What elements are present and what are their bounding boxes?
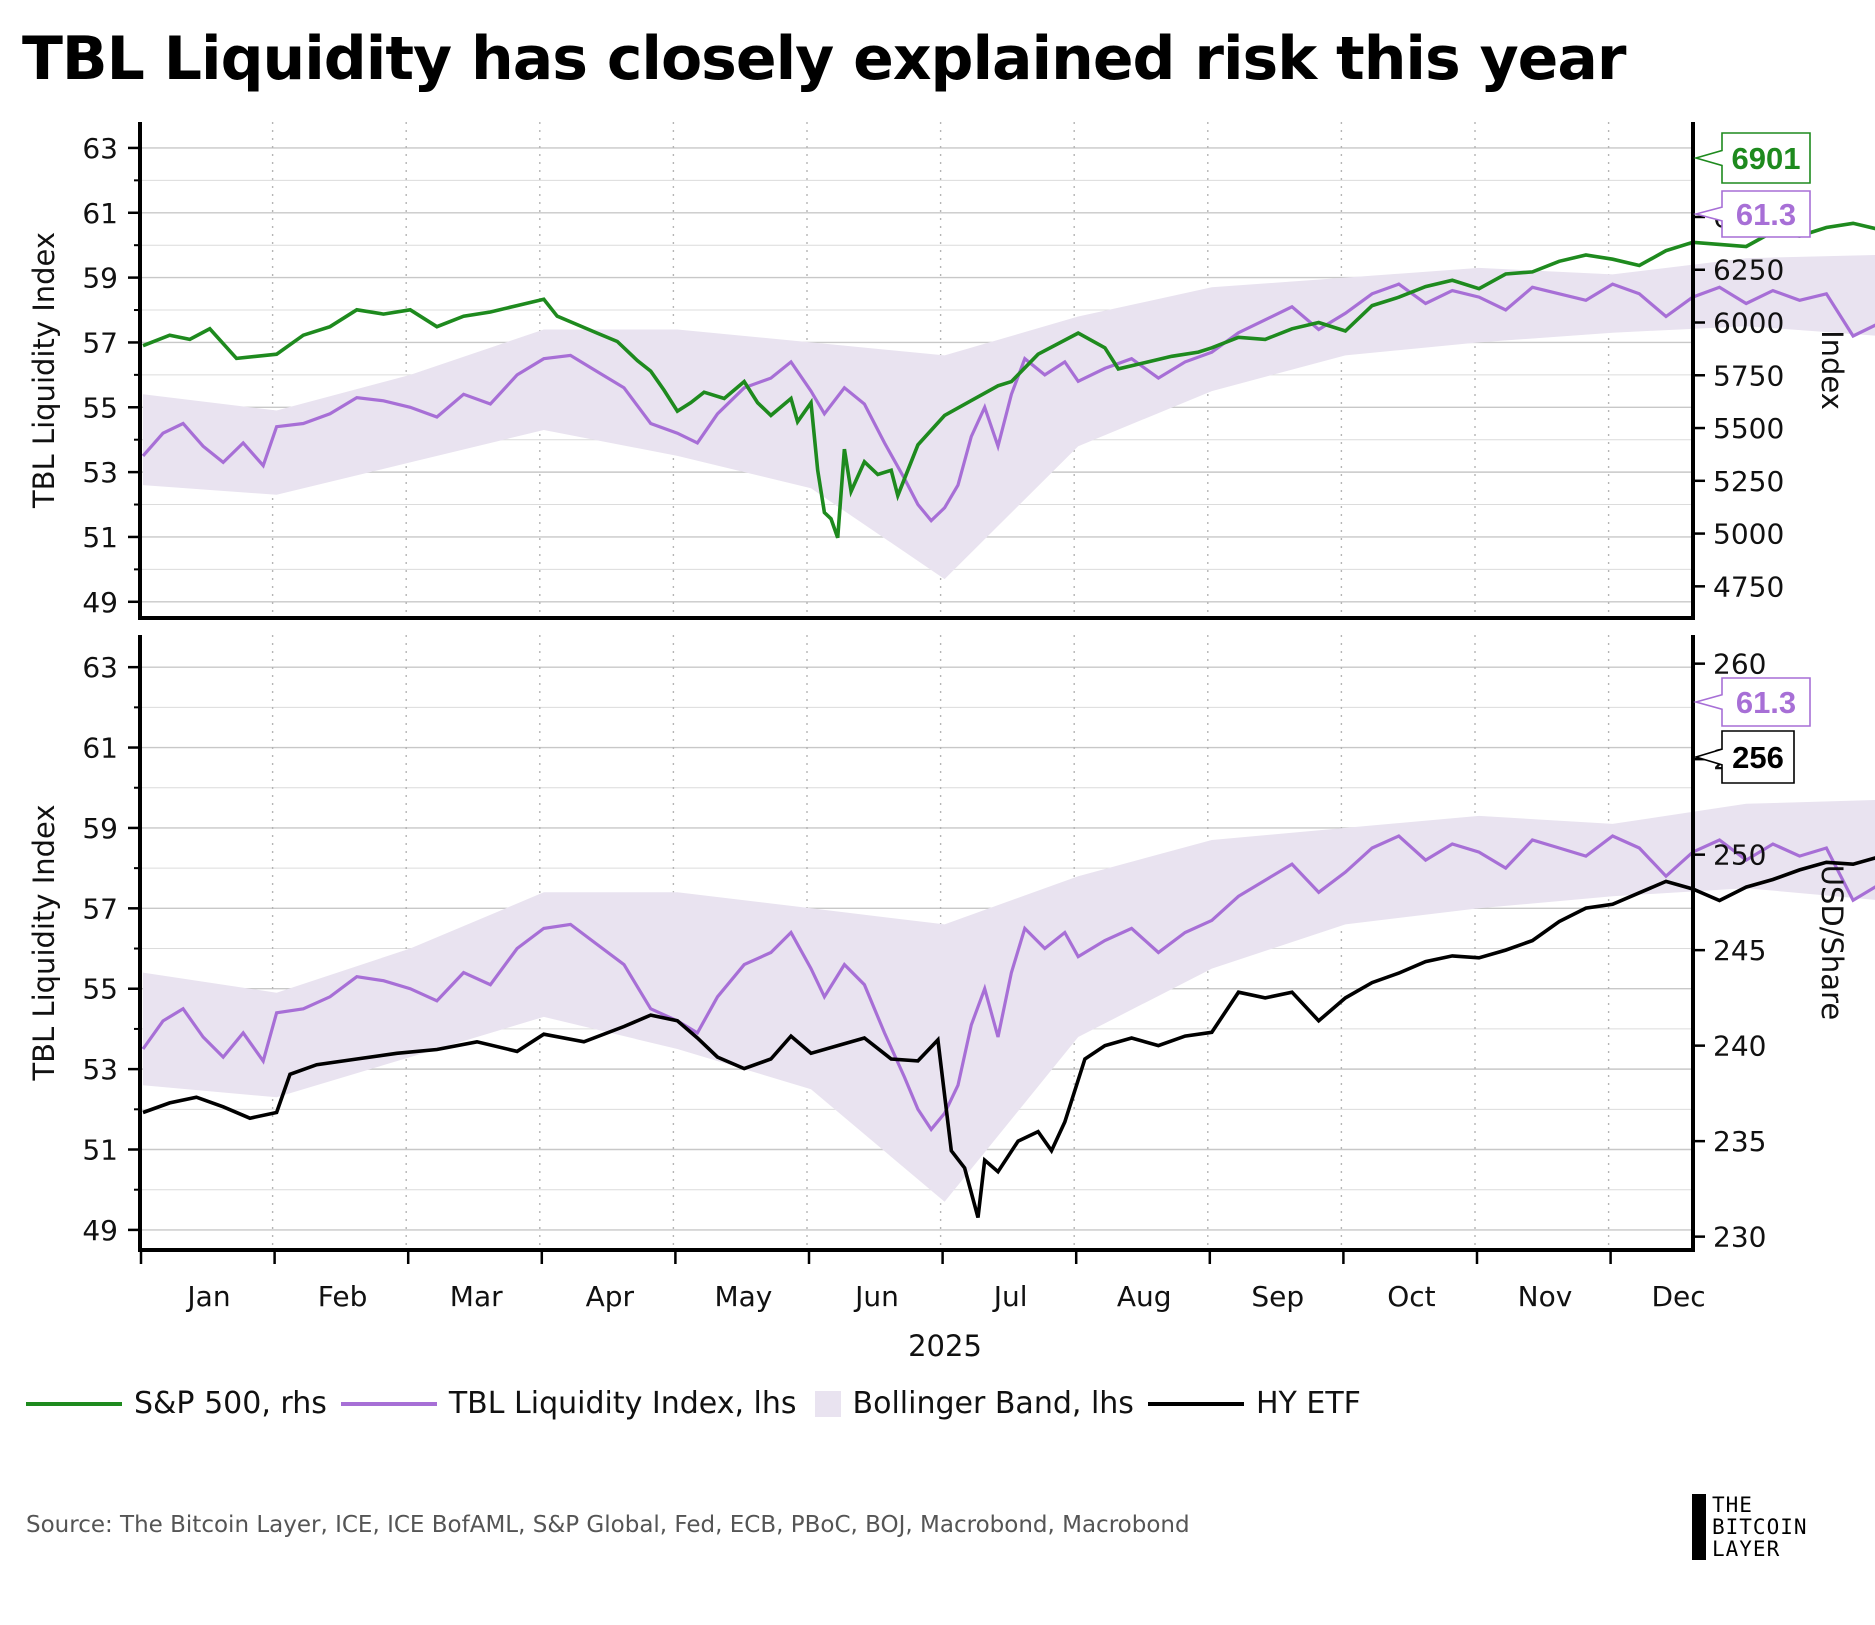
legend-swatch-band xyxy=(814,1390,841,1417)
right-tick-label: 240 xyxy=(1713,1030,1766,1063)
bottom-tick-labels: 6361595755535149260255250245240235230Jan… xyxy=(82,648,1766,1313)
left-tick-label: 61 xyxy=(82,197,118,230)
legend-item-liquidity: TBL Liquidity Index, lhs xyxy=(340,1386,797,1421)
left-tick-label: 55 xyxy=(82,391,118,424)
legend-swatch-sp500 xyxy=(26,1401,122,1406)
legend: S&P 500, rhs TBL Liquidity Index, lhs Bo… xyxy=(26,1386,1375,1421)
right-tick-label: 245 xyxy=(1713,934,1766,967)
left-tick-label: 55 xyxy=(82,973,118,1006)
x-tick-label-mar: Mar xyxy=(450,1280,503,1313)
bottom-left-axis-label: TBL Liquidity Index xyxy=(27,804,61,1081)
legend-item-sp500: S&P 500, rhs xyxy=(26,1386,327,1421)
top-right-axis-label: Index xyxy=(1815,330,1849,410)
bitcoin-layer-logo: THE BITCOIN LAYER xyxy=(1692,1494,1808,1560)
left-tick-label: 59 xyxy=(82,812,118,845)
x-tick-label-aug: Aug xyxy=(1117,1280,1172,1313)
legend-label-hy: HY ETF xyxy=(1255,1386,1361,1421)
right-tick-label: 6000 xyxy=(1713,307,1784,340)
callout-sp500-value: 6901 xyxy=(1732,141,1801,176)
top-callouts: 6901 61.3 xyxy=(1692,132,1811,238)
x-tick-label-jun: Jun xyxy=(853,1280,899,1313)
bottom-axes xyxy=(128,635,1705,1264)
callout-top-liquidity-box xyxy=(1692,190,1811,238)
bottom-callouts: 61.3 256 xyxy=(1693,677,1811,784)
top-axes xyxy=(128,122,1705,620)
bottom-panel: 6361595755535149260255250245240235230Jan… xyxy=(27,635,1875,1363)
logo-wordmark: THE BITCOIN LAYER xyxy=(1712,1494,1808,1560)
legend-label-sp500: S&P 500, rhs xyxy=(134,1386,327,1421)
x-tick-label-apr: Apr xyxy=(586,1280,635,1313)
logo-line-1: THE xyxy=(1712,1493,1753,1517)
top-bollinger-band xyxy=(143,255,1875,580)
bottom-bollinger-band xyxy=(143,799,1875,1202)
right-tick-label: 5250 xyxy=(1713,465,1784,498)
left-tick-label: 57 xyxy=(82,326,118,359)
x-tick-label-feb: Feb xyxy=(318,1280,368,1313)
left-tick-label: 59 xyxy=(82,262,118,295)
left-tick-label: 61 xyxy=(82,732,118,765)
logo-bar-icon xyxy=(1692,1494,1706,1560)
left-tick-label: 51 xyxy=(82,521,118,554)
x-tick-label-sep: Sep xyxy=(1251,1280,1304,1313)
x-tick-label-dec: Dec xyxy=(1652,1280,1706,1313)
x-tick-label-jul: Jul xyxy=(992,1280,1028,1313)
legend-item-hy: HY ETF xyxy=(1147,1386,1361,1421)
right-tick-label: 4750 xyxy=(1713,570,1784,603)
left-tick-label: 63 xyxy=(82,651,118,684)
legend-item-band: Bollinger Band, lhs xyxy=(811,1386,1134,1421)
top-panel: 6361595755535149650062506000575055005250… xyxy=(27,122,1875,620)
legend-swatch-liquidity xyxy=(340,1401,437,1406)
callout-sp500-box xyxy=(1693,132,1811,184)
right-tick-label: 5750 xyxy=(1713,359,1784,392)
callout-bottom-liquidity-box xyxy=(1693,677,1811,727)
callout-hy-box xyxy=(1693,730,1795,784)
right-tick-label: 260 xyxy=(1713,648,1766,681)
right-tick-label: 5000 xyxy=(1713,518,1784,551)
left-tick-label: 49 xyxy=(82,1214,118,1247)
right-tick-label: 230 xyxy=(1713,1221,1766,1254)
top-left-axis-label: TBL Liquidity Index xyxy=(27,232,61,509)
x-tick-label-jan: Jan xyxy=(185,1280,230,1313)
logo-line-3: LAYER xyxy=(1712,1537,1781,1561)
right-tick-label: 250 xyxy=(1713,839,1766,872)
top-liquidity-line xyxy=(141,282,1875,524)
legend-swatch-hy xyxy=(1147,1401,1244,1406)
top-sp500-line xyxy=(142,221,1875,539)
right-tick-label: 235 xyxy=(1713,1125,1766,1158)
callout-top-liquidity-value: 61.3 xyxy=(1736,197,1796,232)
x-tick-label-may: May xyxy=(714,1280,772,1313)
chart-title: TBL Liquidity has closely explained risk… xyxy=(22,24,1626,94)
bottom-hy-etf-line xyxy=(142,856,1875,1218)
x-axis-label: 2025 xyxy=(908,1329,982,1363)
left-tick-label: 53 xyxy=(82,1053,118,1086)
left-tick-label: 57 xyxy=(82,892,118,925)
left-tick-label: 51 xyxy=(82,1134,118,1167)
right-tick-label: 5500 xyxy=(1713,412,1784,445)
callout-bottom-liquidity-value: 61.3 xyxy=(1736,685,1796,720)
legend-label-liquidity: TBL Liquidity Index, lhs xyxy=(448,1386,797,1421)
x-tick-label-nov: Nov xyxy=(1518,1280,1573,1313)
source-note: Source: The Bitcoin Layer, ICE, ICE BofA… xyxy=(26,1512,1190,1538)
legend-label-band: Bollinger Band, lhs xyxy=(852,1386,1134,1421)
bottom-liquidity-line xyxy=(141,834,1875,1133)
left-tick-label: 49 xyxy=(82,586,118,619)
left-tick-label: 63 xyxy=(82,132,118,165)
callout-hy-value: 256 xyxy=(1732,740,1784,775)
bottom-right-axis-label: USD/Share xyxy=(1815,865,1849,1020)
x-tick-label-oct: Oct xyxy=(1387,1280,1435,1313)
right-tick-label: 6250 xyxy=(1713,254,1784,287)
left-tick-label: 53 xyxy=(82,456,118,489)
logo-line-2: BITCOIN xyxy=(1712,1515,1808,1539)
